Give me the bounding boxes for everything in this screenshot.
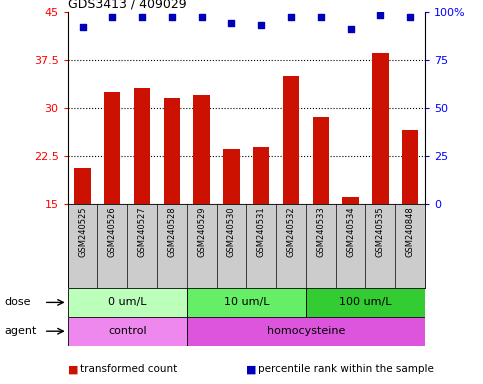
Text: GSM240529: GSM240529 xyxy=(197,206,206,257)
Bar xyxy=(134,88,150,204)
Point xyxy=(109,14,116,20)
Bar xyxy=(372,53,388,204)
Text: 0 um/L: 0 um/L xyxy=(108,297,146,308)
Text: GSM240534: GSM240534 xyxy=(346,206,355,257)
Text: ■: ■ xyxy=(246,364,260,374)
Text: control: control xyxy=(108,326,146,336)
Bar xyxy=(187,288,306,317)
Text: GSM240848: GSM240848 xyxy=(406,206,414,257)
Text: dose: dose xyxy=(5,297,31,308)
Bar xyxy=(342,197,359,204)
Text: GSM240533: GSM240533 xyxy=(316,206,325,257)
Point xyxy=(257,22,265,28)
Point xyxy=(347,26,355,32)
Text: percentile rank within the sample: percentile rank within the sample xyxy=(258,364,434,374)
Bar xyxy=(68,288,187,317)
Bar xyxy=(74,168,91,204)
Text: ■: ■ xyxy=(68,364,82,374)
Point xyxy=(168,14,176,20)
Text: GSM240525: GSM240525 xyxy=(78,206,87,257)
Point xyxy=(287,14,295,20)
Text: GSM240526: GSM240526 xyxy=(108,206,117,257)
Text: GSM240530: GSM240530 xyxy=(227,206,236,257)
Bar xyxy=(402,130,418,204)
Bar xyxy=(68,317,187,346)
Text: GSM240527: GSM240527 xyxy=(138,206,146,257)
Text: agent: agent xyxy=(5,326,37,336)
Text: 10 um/L: 10 um/L xyxy=(224,297,269,308)
Bar xyxy=(306,288,425,317)
Point xyxy=(377,12,384,18)
Bar xyxy=(223,149,240,204)
Bar xyxy=(164,98,180,204)
Text: 100 um/L: 100 um/L xyxy=(339,297,392,308)
Bar xyxy=(104,91,120,204)
Bar xyxy=(187,317,425,346)
Point xyxy=(198,14,206,20)
Text: homocysteine: homocysteine xyxy=(267,326,345,336)
Point xyxy=(79,24,86,30)
Text: GSM240532: GSM240532 xyxy=(286,206,296,257)
Text: GDS3413 / 409029: GDS3413 / 409029 xyxy=(68,0,186,10)
Point xyxy=(227,20,235,26)
Point xyxy=(317,14,325,20)
Bar xyxy=(313,117,329,204)
Text: GSM240528: GSM240528 xyxy=(168,206,176,257)
Text: transformed count: transformed count xyxy=(80,364,177,374)
Point xyxy=(406,14,414,20)
Text: GSM240535: GSM240535 xyxy=(376,206,385,257)
Bar xyxy=(283,76,299,204)
Point xyxy=(138,14,146,20)
Text: GSM240531: GSM240531 xyxy=(257,206,266,257)
Bar xyxy=(194,95,210,204)
Bar xyxy=(253,147,270,204)
